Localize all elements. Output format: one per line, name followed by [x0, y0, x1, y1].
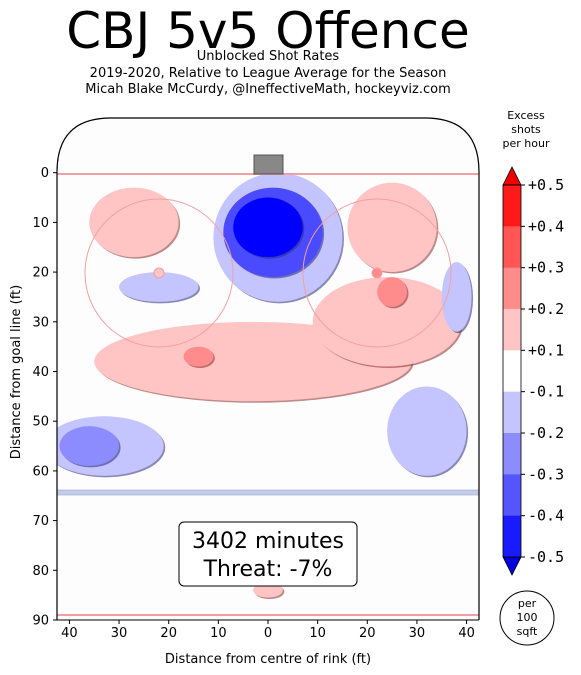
colorbar-label: +0.4: [528, 217, 564, 235]
x-tick-label: 10: [309, 626, 326, 641]
unit-line1: per: [518, 597, 537, 610]
right-faceoff-circle: [302, 198, 452, 348]
x-axis-label: Distance from centre of rink (ft): [165, 652, 371, 667]
colorbar-label: +0.2: [528, 300, 564, 318]
chart-author-line: Micah Blake McCurdy, @IneffectiveMath, h…: [85, 82, 451, 97]
unit-line3: sqft: [517, 625, 538, 638]
colorbar-band: [503, 515, 521, 558]
y-tick-label: 50: [32, 415, 49, 430]
legend-title-line3: per hour: [503, 137, 550, 150]
region-left-faceoff: [89, 187, 179, 258]
left-faceoff-dot: [153, 267, 165, 279]
colorbar-label: -0.5: [528, 548, 564, 566]
region-right-side-band: [312, 277, 462, 367]
colorbar-label: -0.4: [528, 507, 564, 525]
chart-season-line: 2019-2020, Relative to League Average fo…: [89, 66, 447, 81]
y-tick-label: 90: [32, 614, 49, 629]
rink-boards: [56, 117, 480, 620]
colorbar-bottom-arrow: [502, 556, 522, 576]
y-tick-label: 70: [32, 514, 49, 529]
colorbar-band: [503, 433, 521, 475]
region-right-blueline: [387, 386, 467, 476]
threat-text: Threat: -7%: [203, 557, 333, 582]
colorbar-label: +0.3: [528, 259, 564, 277]
y-tick-label: 40: [32, 365, 49, 380]
colorbar-band: [503, 309, 521, 351]
x-tick-label: 10: [210, 626, 227, 641]
minutes-text: 3402 minutes: [192, 529, 344, 554]
x-tick-label: 20: [160, 626, 177, 641]
y-tick-label: 20: [32, 266, 49, 281]
colorbar-band: [503, 185, 521, 227]
legend-title-line2: shots: [511, 123, 541, 136]
region-left-circle-blue: [119, 272, 199, 302]
colorbar-band: [503, 267, 521, 310]
chart-title: CBJ 5v5 Offence: [66, 2, 470, 60]
region-left-blueline-core: [59, 426, 120, 466]
x-tick-label: 30: [111, 626, 128, 641]
y-tick-label: 0: [41, 166, 49, 181]
chart-subtitle: Unblocked Shot Rates: [196, 49, 340, 64]
colorbar-label: -0.2: [528, 424, 564, 442]
colorbar-label: -0.1: [528, 383, 564, 401]
colorbar-label: +0.5: [528, 176, 564, 194]
x-tick-label: 20: [359, 626, 376, 641]
x-tick-label: 30: [409, 626, 426, 641]
colorbar-band: [503, 474, 521, 517]
unit-circle: [499, 590, 555, 646]
y-axis-label: Distance from goal line (ft): [9, 285, 24, 459]
colorbar-frame: [502, 184, 522, 558]
colorbar-band: [503, 350, 521, 393]
left-faceoff-circle: [84, 198, 234, 348]
colorbar-band: [503, 226, 521, 269]
region-right-wall-upper: [347, 182, 437, 273]
y-tick-label: 10: [32, 216, 49, 231]
x-tick-label: 0: [264, 626, 272, 641]
right-faceoff-dot: [371, 267, 383, 279]
region-left-point-hot: [183, 346, 214, 367]
x-tick-label: 40: [61, 626, 78, 641]
stats-box: [178, 521, 358, 587]
colorbar-top-arrow: [502, 166, 522, 186]
region-right-boards-blue: [441, 262, 472, 332]
y-tick-label: 80: [32, 564, 49, 579]
y-tick-label: 30: [32, 315, 49, 330]
y-tick-label: 60: [32, 464, 49, 479]
goal-net: [253, 154, 284, 175]
colorbar-band: [503, 391, 521, 434]
x-tick-label: 40: [458, 626, 475, 641]
legend-title-line1: Excess: [507, 109, 545, 122]
unit-line2: 100: [517, 611, 538, 624]
colorbar-label: +0.1: [528, 341, 564, 359]
region-right-circle-hot: [377, 277, 408, 307]
region-slot-core: [233, 197, 303, 258]
colorbar-label: -0.3: [528, 465, 564, 483]
blue-line: [57, 489, 479, 496]
